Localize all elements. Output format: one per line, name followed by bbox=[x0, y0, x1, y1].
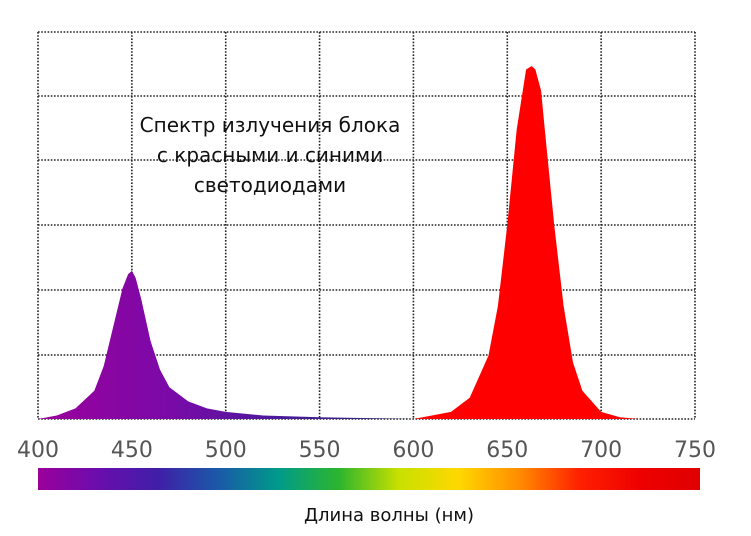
chart-title-line-2: с красными и синими bbox=[157, 143, 383, 167]
x-tick-label: 600 bbox=[392, 438, 434, 463]
x-tick-label: 650 bbox=[486, 438, 528, 463]
x-tick-label: 450 bbox=[111, 438, 153, 463]
x-tick-label: 500 bbox=[205, 438, 247, 463]
spectrum-bar bbox=[38, 468, 700, 490]
blue-peak-area bbox=[38, 270, 414, 419]
x-tick-label: 750 bbox=[674, 438, 716, 463]
chart-title: Спектр излучения блока с красными и сини… bbox=[140, 113, 401, 197]
x-tick-labels: 400 450 500 550 600 650 700 750 bbox=[17, 438, 716, 463]
chart-title-line-3: светодиодами bbox=[194, 173, 346, 197]
x-axis-label: Длина волны (нм) bbox=[304, 505, 474, 526]
x-tick-label: 550 bbox=[299, 438, 341, 463]
x-tick-label: 700 bbox=[580, 438, 622, 463]
x-tick-label: 400 bbox=[17, 438, 59, 463]
series-areas bbox=[38, 66, 639, 419]
chart-title-line-1: Спектр излучения блока bbox=[140, 113, 401, 137]
red-peak-area bbox=[413, 66, 639, 419]
